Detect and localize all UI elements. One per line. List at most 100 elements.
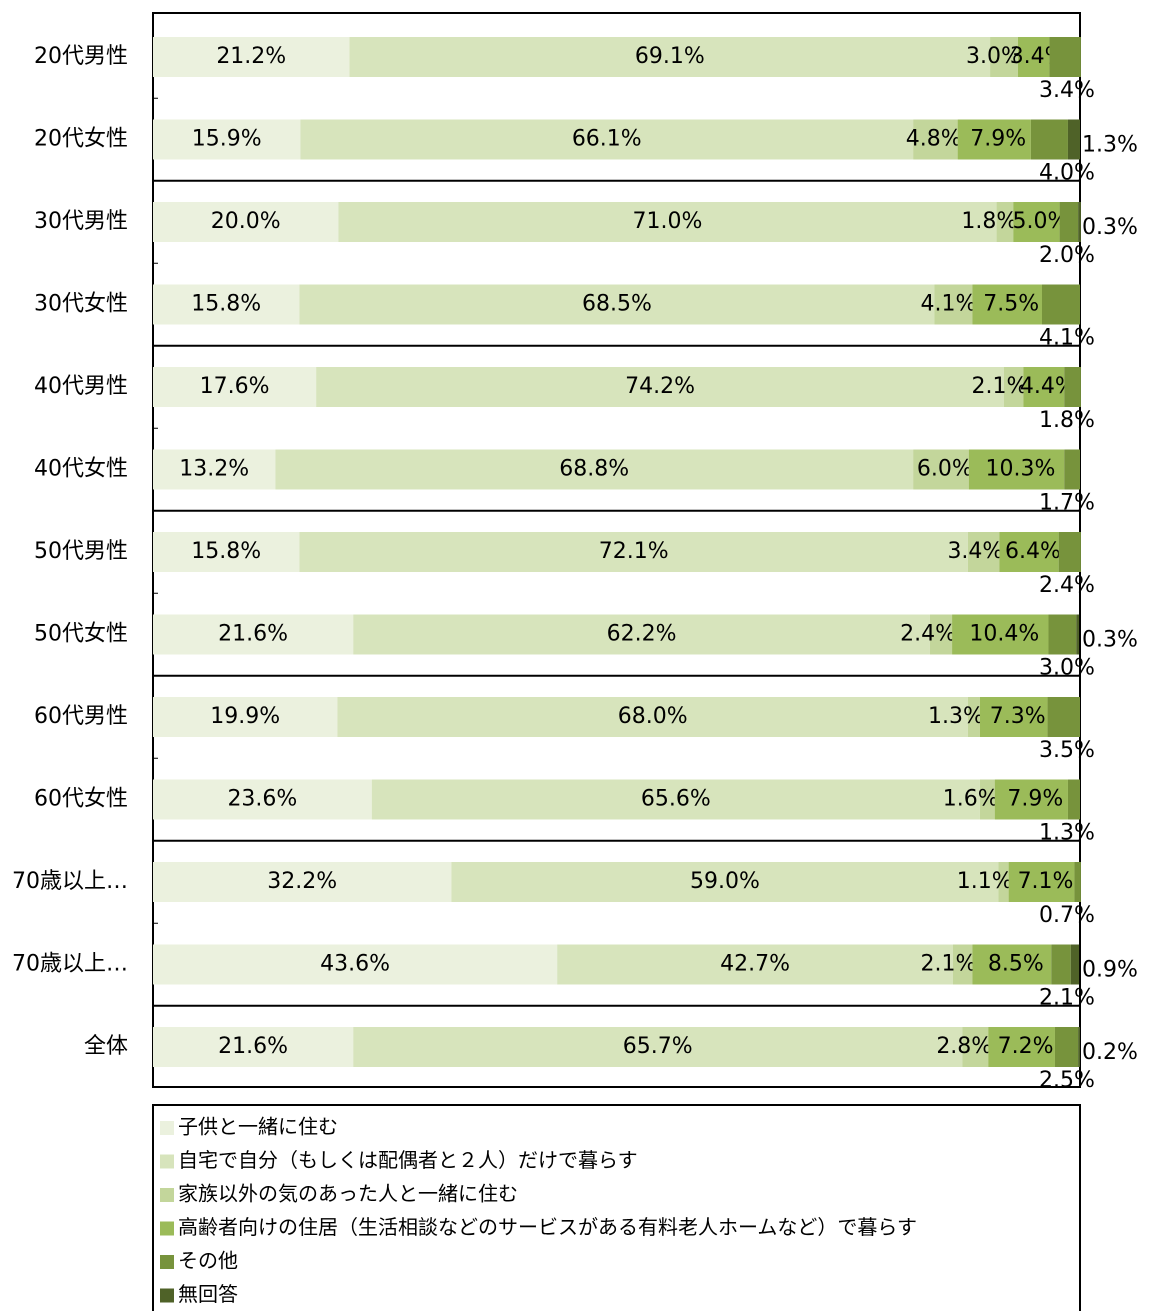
data-label: 7.5% bbox=[983, 292, 1039, 317]
data-label: 1.7% bbox=[1039, 491, 1095, 516]
data-label: 2.4% bbox=[900, 622, 956, 647]
data-label: 6.4% bbox=[1005, 539, 1061, 564]
data-label: 68.5% bbox=[582, 292, 652, 317]
y-tick-label: 20代女性 bbox=[34, 127, 128, 152]
data-label: 5.0% bbox=[1012, 209, 1068, 234]
data-label: 17.6% bbox=[200, 374, 270, 399]
bar-segment bbox=[962, 1027, 989, 1067]
y-tick-label: 40代女性 bbox=[34, 457, 128, 482]
bar-segment bbox=[979, 697, 1048, 737]
legend-swatch bbox=[160, 1121, 174, 1135]
data-label: 43.6% bbox=[320, 952, 390, 977]
bar-segment bbox=[153, 779, 372, 820]
data-label: 0.9% bbox=[1082, 958, 1138, 983]
bar-segment bbox=[557, 944, 954, 985]
bar-segment bbox=[1017, 37, 1050, 77]
bar-segment bbox=[972, 944, 1052, 985]
data-label: 4.0% bbox=[1039, 161, 1095, 186]
y-tick-label: 30代男性 bbox=[34, 209, 128, 234]
bar-segment bbox=[998, 862, 1009, 902]
data-label: 19.9% bbox=[210, 704, 280, 729]
data-label: 23.6% bbox=[227, 787, 297, 812]
data-label: 71.0% bbox=[633, 209, 703, 234]
data-label: 2.8% bbox=[936, 1034, 992, 1059]
y-tick-label: 60代男性 bbox=[34, 704, 128, 729]
data-label: 7.2% bbox=[998, 1034, 1054, 1059]
data-label: 7.3% bbox=[990, 704, 1046, 729]
bar-segment bbox=[153, 614, 354, 655]
y-tick-label: 50代男性 bbox=[34, 539, 128, 564]
y-tick-label: 70歳以上… bbox=[12, 869, 128, 894]
data-label: 1.8% bbox=[961, 209, 1017, 234]
data-label: 20.0% bbox=[211, 209, 281, 234]
bar-segment bbox=[1064, 449, 1080, 490]
bar-segment bbox=[1078, 1027, 1080, 1067]
bar-segment bbox=[1058, 532, 1081, 572]
bar-segment bbox=[153, 449, 276, 490]
bar-segment bbox=[999, 532, 1059, 572]
data-label: 0.3% bbox=[1082, 628, 1138, 653]
bar-segment bbox=[338, 202, 997, 242]
bar-segment bbox=[153, 284, 300, 325]
bar-segment bbox=[1067, 779, 1080, 820]
bar-segment bbox=[275, 449, 914, 490]
bar-segment bbox=[972, 284, 1042, 325]
data-label: 2.5% bbox=[1039, 1068, 1095, 1093]
legend-swatch bbox=[160, 1288, 174, 1303]
bar-segment bbox=[1023, 367, 1065, 407]
legend-label: 高齢者向けの住居（生活相談などのサービスがある有料老人ホームなど）で暮らす bbox=[178, 1215, 917, 1239]
data-label: 4.1% bbox=[1039, 326, 1095, 351]
bar-segment bbox=[967, 532, 1000, 572]
legend-swatch bbox=[160, 1255, 174, 1269]
bar-segment bbox=[1067, 119, 1080, 160]
legend-label: 自宅で自分（もしくは配偶者と２人）だけで暮らす bbox=[178, 1148, 638, 1172]
data-label: 32.2% bbox=[267, 869, 337, 894]
bar-segment bbox=[996, 202, 1014, 242]
bar-segment bbox=[994, 779, 1068, 820]
data-label: 10.3% bbox=[986, 457, 1056, 482]
data-label: 2.0% bbox=[1039, 243, 1095, 268]
bar-segment bbox=[1003, 367, 1024, 407]
bar-segment bbox=[988, 1027, 1055, 1067]
data-label: 2.1% bbox=[1039, 986, 1095, 1011]
bar-segment bbox=[952, 614, 1049, 655]
data-label: 65.7% bbox=[623, 1034, 693, 1059]
data-label: 2.1% bbox=[921, 952, 977, 977]
data-label: 4.1% bbox=[921, 292, 977, 317]
bar-segment bbox=[1064, 367, 1081, 407]
data-label: 7.1% bbox=[1018, 869, 1074, 894]
bar-segment bbox=[929, 614, 953, 655]
bar-segment bbox=[979, 779, 995, 820]
bar-segment bbox=[1013, 202, 1060, 242]
bar-segment bbox=[316, 367, 1004, 407]
bar-segment bbox=[337, 697, 968, 737]
data-label: 3.0% bbox=[966, 44, 1022, 69]
data-label: 21.6% bbox=[218, 622, 288, 647]
y-tick-label: 60代女性 bbox=[34, 787, 128, 812]
bar-segment bbox=[153, 532, 300, 572]
data-label: 72.1% bbox=[599, 539, 669, 564]
data-label: 1.3% bbox=[1039, 821, 1095, 846]
data-label: 1.1% bbox=[957, 869, 1013, 894]
data-label: 15.8% bbox=[191, 539, 261, 564]
data-label: 42.7% bbox=[720, 952, 790, 977]
bar-segment bbox=[153, 37, 350, 77]
bar-segment bbox=[451, 862, 999, 902]
bar-segment bbox=[153, 202, 339, 242]
bar-segment bbox=[153, 367, 317, 407]
bar-segment bbox=[300, 119, 914, 160]
data-label: 3.4% bbox=[947, 539, 1003, 564]
data-label: 74.2% bbox=[625, 374, 695, 399]
data-label: 1.8% bbox=[1039, 408, 1095, 433]
data-label: 15.9% bbox=[192, 127, 262, 152]
bar-segment bbox=[1030, 119, 1068, 160]
legend-label: 無回答 bbox=[178, 1282, 238, 1306]
bar-segment bbox=[967, 697, 980, 737]
bar-segment bbox=[1047, 697, 1080, 737]
bar-segment bbox=[1048, 614, 1077, 655]
bar-segment bbox=[153, 119, 301, 160]
y-tick-label: 70歳以上… bbox=[12, 952, 128, 977]
bar-segment bbox=[990, 37, 1018, 77]
bar-segment bbox=[299, 532, 968, 572]
